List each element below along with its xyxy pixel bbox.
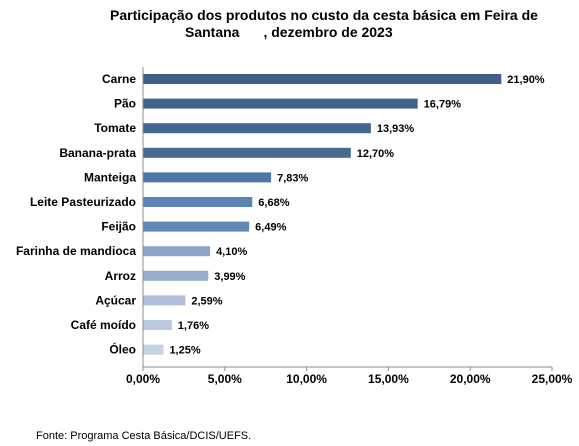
- bar-manteiga: [143, 172, 272, 183]
- source-note: Fonte: Programa Cesta Básica/DCIS/UEFS.: [36, 430, 252, 442]
- category-label-arroz: Arroz: [105, 269, 136, 283]
- bar-banana-prata: [143, 147, 351, 158]
- category-label-banana-prata: Banana-prata: [59, 146, 136, 160]
- value-label-pao: 16,79%: [424, 99, 462, 111]
- value-label-manteiga: 7,83%: [277, 172, 308, 184]
- category-label-tomate: Tomate: [94, 121, 136, 135]
- bar-pao: [143, 98, 418, 109]
- x-tick-label: 10,00%: [286, 372, 327, 386]
- bar-oleo: [143, 344, 164, 355]
- value-label-farinha-de-mandioca: 4,10%: [216, 246, 247, 258]
- x-tick-label: 15,00%: [368, 372, 409, 386]
- bar-feijao: [143, 221, 250, 232]
- value-label-arroz: 3,99%: [214, 271, 245, 283]
- bar-carne: [143, 74, 502, 84]
- category-label-oleo: Óleo: [109, 342, 136, 357]
- value-label-carne: 21,90%: [507, 74, 545, 86]
- chart-title-line-2: Santana , dezembro de 2023: [40, 24, 579, 41]
- chart-title-line-1: Participação dos produtos no custo da ce…: [110, 7, 538, 23]
- value-label-banana-prata: 12,70%: [357, 148, 395, 160]
- x-tick-label: 0,00%: [126, 372, 160, 386]
- chart-title-line-2-part-b: , dezembro de 2023: [263, 24, 393, 40]
- bar-arroz: [143, 270, 209, 281]
- category-label-leite-pasteurizado: Leite Pasteurizado: [30, 195, 136, 209]
- bars-layer: Carne 21,90% Pão 16,79% Tomate 13,93% Banana-p…: [16, 72, 545, 357]
- bar-farinha-de-mandioca: [143, 246, 211, 257]
- value-label-leite-pasteurizado: 6,68%: [258, 197, 289, 209]
- value-label-tomate: 13,93%: [377, 123, 415, 135]
- category-label-manteiga: Manteiga: [84, 170, 136, 184]
- bar-leite-pasteurizado: [143, 197, 253, 207]
- category-label-pao: Pão: [114, 97, 136, 111]
- value-label-acucar: 2,59%: [191, 295, 222, 307]
- value-label-cafe-moido: 1,76%: [178, 320, 209, 332]
- x-tick-label: 25,00%: [532, 372, 573, 386]
- category-label-carne: Carne: [102, 72, 136, 86]
- bar-cafe-moido: [143, 320, 172, 330]
- bar-tomate: [143, 123, 371, 134]
- chart-title-line-2-part-a: Santana: [185, 24, 240, 40]
- x-tick-label: 5,00%: [208, 372, 242, 386]
- x-axis: 0,00% 5,00% 10,00% 15,00% 20,00% 25,00%: [126, 67, 573, 386]
- bar-acucar: [143, 295, 186, 306]
- category-label-cafe-moido: Café moído: [71, 318, 136, 332]
- value-label-oleo: 1,25%: [169, 345, 200, 357]
- category-label-farinha-de-mandioca: Farinha de mandioca: [16, 244, 136, 258]
- chart-title: Participação dos produtos no custo da ce…: [40, 7, 579, 41]
- x-tick-label: 20,00%: [450, 372, 491, 386]
- value-label-feijao: 6,49%: [255, 222, 286, 234]
- category-label-feijao: Feijão: [101, 220, 136, 234]
- category-label-acucar: Açúcar: [95, 293, 136, 307]
